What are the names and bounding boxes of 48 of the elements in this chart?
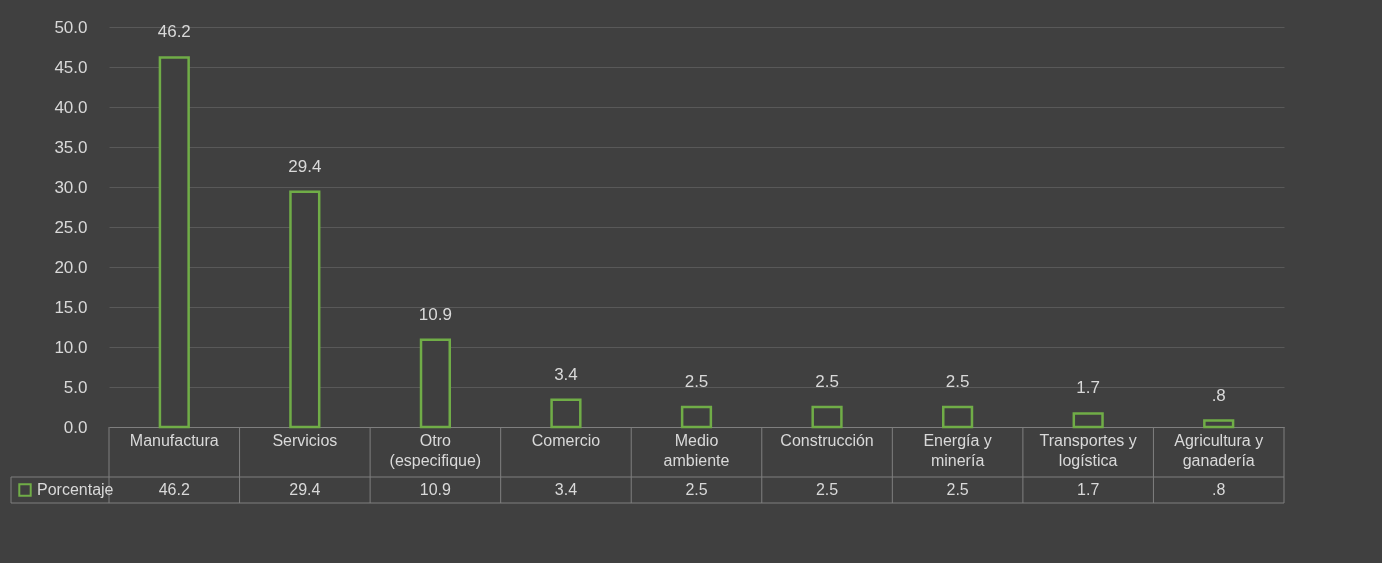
text: 1.7 [1076,378,1100,398]
y-tick-label: 5.0 [63,377,88,397]
bar [811,405,843,429]
y-tick-label: 45.0 [54,57,88,77]
bar [1203,419,1235,429]
y-tick-label: 20.0 [54,257,88,277]
x-tick-label: Agricultura y ganadería [1174,432,1264,469]
text: 3.4 [554,364,578,384]
x-tick-label: Transportes y logística [1039,432,1137,469]
data-label: 29.4 [289,481,321,498]
y-tick-label: 35.0 [54,137,88,157]
legend-label: Porcentaje [37,481,114,498]
y-tick-label: 0.0 [63,417,88,437]
bar [289,190,321,429]
text: 2.5 [815,372,839,391]
data-label: 2.5 [946,481,969,498]
x-tick-label: Construcción [780,432,874,449]
y-tick-label: 15.0 [54,297,88,317]
x-tick-label: Medio ambiente [663,432,730,469]
y-tick-label: 50.0 [54,17,88,37]
bar [680,405,713,429]
bar [158,56,190,429]
data-label: 1.7 [1077,481,1100,498]
data-label: 46.2 [158,481,190,498]
bar [1072,412,1104,429]
bar [550,398,582,429]
bar [419,338,451,429]
data-label: .8 [1212,481,1226,498]
text: 46.2 [157,22,191,42]
data-label: 2.5 [815,481,839,498]
data-label: 10.9 [419,481,452,498]
x-tick-label: Otro (especifique) [389,432,482,469]
x-tick-label: Comercio [531,432,601,449]
text: 2.5 [684,372,709,391]
y-tick-label: 40.0 [54,97,88,117]
data-label: 3.4 [554,481,578,498]
text: .8 [1211,385,1226,405]
y-tick-label: 30.0 [54,177,88,197]
bar [942,405,974,429]
data-label: 2.5 [685,481,708,498]
y-tick-label: 10.0 [54,337,88,357]
text: 29.4 [288,156,322,176]
x-tick-label: Servicios [272,432,338,449]
y-tick-label: 25.0 [54,217,88,237]
text: 2.5 [945,372,970,391]
text: 10.9 [418,304,452,324]
x-tick-label: Energía y minería [923,432,992,469]
x-tick-label: Manufactura [129,432,219,449]
